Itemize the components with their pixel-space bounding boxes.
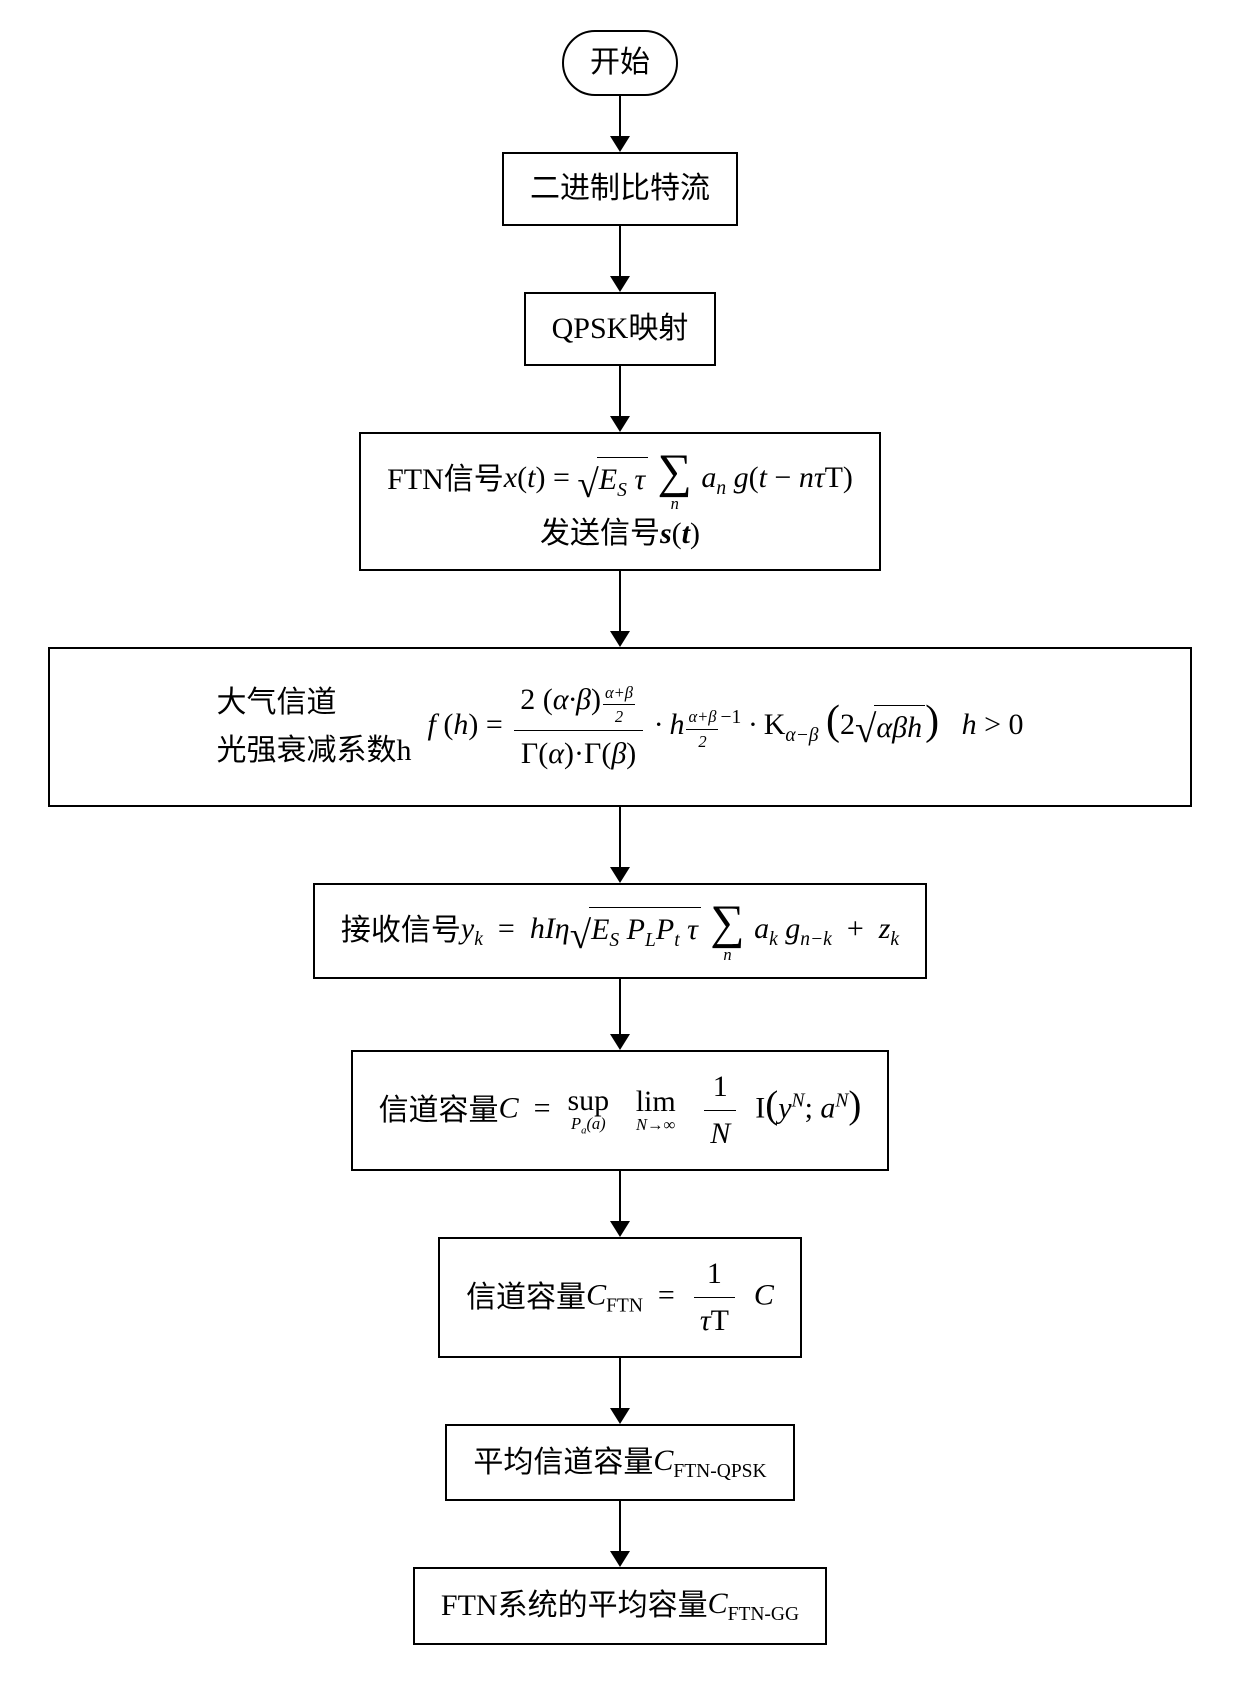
edge: [610, 1358, 630, 1424]
edge: [610, 571, 630, 647]
node-prefix2: 发送信号: [540, 513, 660, 555]
formula: yk = hIη√ES PLPt τ ∑n ak gn−k + zk: [461, 899, 899, 964]
formula: x(t) = √ES τ ∑n an g(t − nτT): [504, 448, 853, 513]
node-c-ftn: 信道容量 CFTN = 1τT C: [438, 1237, 802, 1358]
formula: f (h) = 2 (α·β)α+β2 Γ(α)·Γ(β) · hα+β2−1 …: [427, 679, 1023, 775]
node-atmospheric-channel: 大气信道 光强衰减系数h f (h) = 2 (α·β)α+β2 Γ(α)·Γ(…: [48, 647, 1192, 807]
node-prefix: FTN信号: [387, 459, 504, 501]
node-label: 二进制比特流: [530, 168, 710, 210]
node-c-ftn-gg: FTN系统的平均容量 CFTN-GG: [413, 1567, 827, 1644]
node-prefix: 平均信道容量: [473, 1442, 653, 1484]
node-start: 开始: [562, 30, 678, 96]
node-received-signal: 接收信号 yk = hIη√ES PLPt τ ∑n ak gn−k + zk: [313, 883, 927, 980]
node-ftn-signal: FTN信号 x(t) = √ES τ ∑n an g(t − nτT) 发送信号…: [359, 432, 881, 571]
formula: C = supPa(a) limN→∞ 1N I(yN; aN): [499, 1066, 862, 1155]
node-prefix: 接收信号: [341, 910, 461, 952]
edge: [610, 226, 630, 292]
edge: [610, 807, 630, 883]
formula: CFTN-QPSK: [653, 1440, 766, 1485]
node-label: QPSK映射: [552, 308, 689, 350]
node-prefix: 信道容量: [379, 1090, 499, 1132]
node-prefix: 信道容量: [466, 1277, 586, 1319]
flowchart-container: 开始 二进制比特流 QPSK映射 FTN信号 x(t) = √ES τ ∑n a…: [70, 30, 1170, 1645]
node-prefix: FTN系统的平均容量: [441, 1585, 708, 1627]
edge: [610, 979, 630, 1050]
edge: [610, 366, 630, 432]
node-channel-capacity: 信道容量 C = supPa(a) limN→∞ 1N I(yN; aN): [351, 1050, 890, 1171]
node-binary-bitstream: 二进制比特流: [502, 152, 738, 226]
node-label: 开始: [590, 42, 650, 84]
formula: CFTN-GG: [708, 1583, 800, 1628]
edge: [610, 96, 630, 152]
node-c-ftn-qpsk: 平均信道容量 CFTN-QPSK: [445, 1424, 794, 1501]
edge: [610, 1501, 630, 1567]
node-left-labels: 大气信道 光强衰减系数h: [216, 679, 411, 775]
edge: [610, 1171, 630, 1237]
formula: s(t): [660, 513, 700, 555]
node-qpsk-mapping: QPSK映射: [524, 292, 717, 366]
formula: CFTN = 1τT C: [586, 1253, 774, 1342]
